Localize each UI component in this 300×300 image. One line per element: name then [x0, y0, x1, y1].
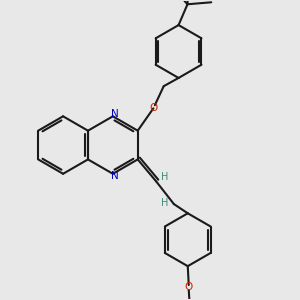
Text: H: H: [161, 198, 169, 208]
Text: O: O: [149, 103, 158, 113]
Text: N: N: [111, 171, 119, 181]
Text: O: O: [184, 282, 193, 292]
Text: N: N: [111, 109, 119, 119]
Text: H: H: [161, 172, 169, 182]
